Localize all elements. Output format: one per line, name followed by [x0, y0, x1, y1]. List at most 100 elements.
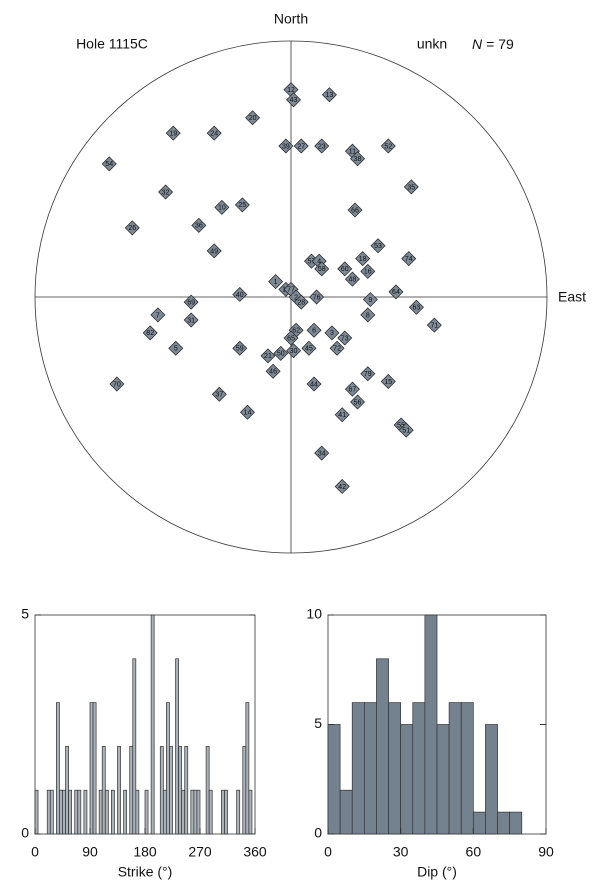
- pole-marker: [191, 217, 207, 233]
- histogram-bar: [460, 702, 474, 835]
- histogram-bar: [236, 789, 241, 835]
- pole-label: 16: [364, 269, 372, 276]
- y-tick-label: 10: [306, 606, 322, 622]
- pole-marker: [150, 307, 166, 323]
- histogram-bar: [101, 746, 106, 835]
- pole-marker: [388, 284, 404, 300]
- pole-label: 60: [341, 266, 349, 273]
- pole-marker: [232, 286, 248, 302]
- pole-label: 14: [244, 410, 252, 417]
- histogram-bar: [388, 702, 402, 835]
- pole-label: 3: [330, 330, 334, 337]
- x-tick-label: 360: [243, 844, 267, 860]
- histogram-bar: [178, 746, 183, 835]
- pole-label: 74: [405, 256, 413, 263]
- lithology-label: unkn: [417, 36, 447, 52]
- histogram-bar: [175, 658, 179, 835]
- pole-marker: [344, 381, 360, 397]
- histogram-bar: [208, 789, 213, 835]
- x-tick-label: 0: [324, 844, 332, 860]
- pole-label: 38: [354, 156, 362, 163]
- histogram-bar: [196, 789, 201, 835]
- pole-label: 34: [318, 451, 326, 458]
- pole-marker: [362, 292, 378, 308]
- histogram-bar: [62, 789, 66, 835]
- histogram-bar: [190, 789, 195, 835]
- pole-label: 32: [162, 189, 170, 196]
- x-axis-title: Dip (°): [417, 864, 457, 880]
- histogram-bar: [193, 789, 198, 835]
- histogram-bar: [436, 724, 450, 835]
- pole-marker: [347, 202, 363, 218]
- pole-marker: [380, 138, 396, 154]
- pole-marker: [329, 340, 345, 356]
- pole-label: 10: [218, 205, 226, 212]
- histogram-bar: [46, 789, 51, 835]
- pole-label: 45: [305, 346, 313, 353]
- pole-label: 73: [341, 335, 349, 342]
- pole-marker: [324, 325, 340, 341]
- n-value: = 79: [486, 36, 514, 52]
- pole-label: 49: [210, 248, 218, 255]
- pole-label: 46: [269, 369, 277, 376]
- histogram-bar: [339, 789, 353, 835]
- pole-label: 8: [366, 312, 370, 319]
- pole-label: 76: [313, 294, 321, 301]
- histogram-bar: [248, 789, 253, 835]
- pole-label: 64: [392, 289, 400, 296]
- pole-label: 13: [326, 92, 334, 99]
- pole-marker: [380, 373, 396, 389]
- pole-label: 70: [113, 381, 121, 388]
- pole-marker: [232, 340, 248, 356]
- pole-label: 42: [338, 484, 346, 491]
- pole-label: 48: [349, 276, 357, 283]
- pole-marker: [314, 261, 330, 277]
- pole-label: 50: [277, 351, 285, 358]
- y-tick-label: 5: [314, 715, 322, 731]
- x-axis-title: Strike (°): [118, 864, 173, 880]
- pole-marker: [158, 184, 174, 200]
- pole-label: 23: [318, 143, 326, 150]
- pole-label: 28: [297, 299, 305, 306]
- histogram-bar: [135, 789, 140, 835]
- pole-marker: [142, 325, 158, 341]
- pole-marker: [283, 330, 299, 346]
- histogram-bar: [111, 789, 115, 835]
- pole-marker: [268, 274, 284, 290]
- pole-label: 57: [308, 259, 316, 266]
- pole-marker: [183, 312, 199, 328]
- pole-label: 19: [169, 131, 177, 138]
- pole-marker: [360, 307, 376, 323]
- pole-marker: [334, 407, 350, 423]
- histogram-bar: [150, 614, 155, 835]
- x-tick-label: 0: [31, 844, 39, 860]
- histogram-bar: [166, 702, 170, 835]
- pole-marker: [350, 151, 366, 167]
- pole-marker: [370, 238, 386, 254]
- pole-label: 39: [282, 143, 290, 150]
- histogram-bar: [132, 658, 137, 835]
- pole-marker: [355, 251, 371, 267]
- histogram-bar: [363, 702, 377, 835]
- east-label: East: [558, 289, 586, 305]
- pole-marker: [314, 138, 330, 154]
- pole-label: 25: [238, 202, 246, 209]
- pole-marker: [314, 445, 330, 461]
- histogram-bar: [92, 702, 97, 835]
- pole-label: 55: [397, 422, 405, 429]
- pole-marker: [183, 294, 199, 310]
- pole-marker: [401, 251, 417, 267]
- histogram-bar: [65, 746, 69, 835]
- histogram-bar: [485, 724, 498, 835]
- pole-marker: [124, 220, 140, 236]
- pole-label: 21: [264, 353, 272, 360]
- x-tick-label: 30: [393, 844, 409, 860]
- histogram-bar: [83, 789, 88, 835]
- pole-label: 71: [430, 323, 438, 330]
- pole-marker: [360, 366, 376, 382]
- pole-label: 72: [333, 346, 341, 353]
- histogram-bar: [169, 746, 173, 835]
- pole-marker: [360, 263, 376, 279]
- pole-label: 63: [413, 305, 421, 312]
